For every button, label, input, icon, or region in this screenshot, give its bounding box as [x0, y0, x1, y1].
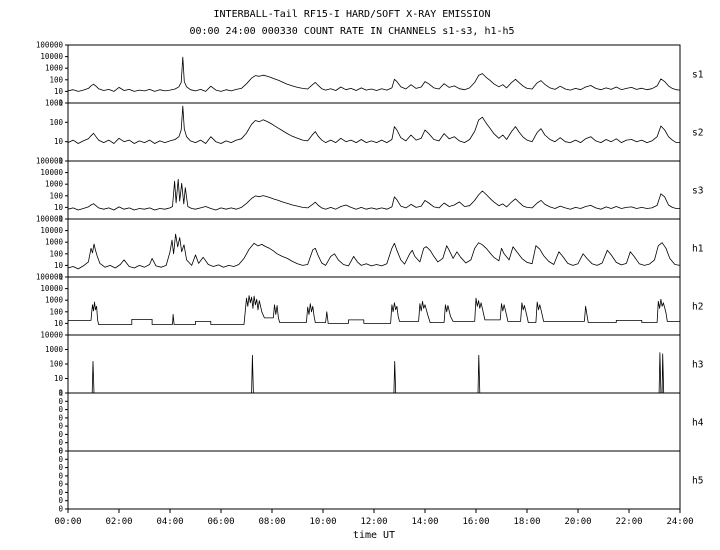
y-tick-label: 0 [58, 455, 63, 464]
y-tick-label: 10000 [40, 226, 63, 235]
y-tick-label: 10 [54, 137, 64, 146]
x-tick-label: 18:00 [513, 517, 540, 527]
x-tick-label: 00:00 [54, 517, 81, 527]
y-tick-label: 10 [54, 87, 64, 96]
y-tick-label: 10000 [40, 284, 63, 293]
panel-frame [67, 160, 681, 220]
panel-frame [67, 392, 681, 452]
panels-group: 110100100010000100000s11101001000s211010… [36, 41, 704, 514]
series-h2 [68, 295, 680, 325]
y-tick-label: 0 [58, 389, 63, 398]
y-tick-label: 1 [58, 273, 63, 282]
x-tick-label: 08:00 [258, 517, 285, 527]
y-tick-label: 100000 [36, 157, 64, 166]
x-tick-label: 22:00 [615, 517, 642, 527]
y-tick-label: 100000 [36, 273, 64, 282]
y-tick-label: 100 [49, 307, 63, 316]
y-tick-label: 1000 [45, 99, 64, 108]
y-tick-label: 10 [54, 203, 64, 212]
x-tick-label: 24:00 [666, 517, 693, 527]
y-tick-label: 0 [58, 430, 63, 439]
panel-label-h4: h4 [692, 418, 704, 429]
panel-label-h1: h1 [692, 244, 704, 255]
y-tick-label: 0 [58, 463, 63, 472]
x-tick-label: 10:00 [309, 517, 336, 527]
panel-h1: 1 10 100 1000 10000 100000 h1 [36, 215, 704, 282]
y-tick-label: 1000 [45, 180, 64, 189]
panel-label-h3: h3 [692, 360, 703, 371]
y-tick-label: 0 [58, 480, 63, 489]
y-tick-label: 100 [49, 191, 63, 200]
panel-frame [67, 450, 681, 510]
series-h1 [67, 233, 681, 270]
x-tick-label: 06:00 [207, 517, 234, 527]
y-tick-label: 1 [58, 157, 63, 166]
y-tick-label: 10 [54, 374, 64, 383]
panel-s2: 1 10 100 1000 s2 [45, 99, 704, 166]
y-tick-label: 0 [58, 438, 63, 447]
y-tick-label: 10000 [40, 168, 63, 177]
y-tick-label: 0 [58, 471, 63, 480]
x-axis-group: 00:00 02:00 04:00 06:00 08:00 10:00 12:00 14:00… [54, 509, 694, 527]
chart-title: INTERBALL-Tail RF15-I HARD/SOFT X-RAY EM… [214, 9, 491, 20]
x-tick-label: 20:00 [564, 517, 591, 527]
series-s1 [67, 56, 681, 92]
panel-frame [67, 276, 681, 336]
series-h3 [68, 352, 680, 394]
y-tick-label: 0 [58, 405, 63, 414]
panel-s3: 1 10 100 1000 10000 100000 s3 [36, 157, 704, 224]
y-tick-label: 10000 [40, 52, 63, 61]
y-tick-label: 100 [49, 360, 63, 369]
y-tick-label: 1000 [45, 345, 64, 354]
panel-h3: 1 10 100 1000 10000 h3 [40, 331, 703, 398]
y-tick-label: 0 [58, 496, 63, 505]
y-tick-label: 10 [54, 319, 64, 328]
y-tick-label: 0 [58, 413, 63, 422]
y-tick-label: 100 [49, 75, 63, 84]
y-tick-label: 100000 [36, 215, 64, 224]
panel-frame [67, 218, 681, 278]
y-tick-label: 0 [58, 488, 63, 497]
panel-frame [67, 102, 681, 162]
y-tick-label: 1 [58, 215, 63, 224]
panel-label-s1: s1 [692, 70, 704, 81]
y-tick-label: 100 [49, 249, 63, 258]
x-tick-label: 14:00 [411, 517, 438, 527]
y-tick-label: 1000 [45, 238, 64, 247]
panel-frame [67, 334, 681, 394]
y-tick-label: 0 [58, 422, 63, 431]
x-tick-label: 12:00 [360, 517, 387, 527]
panel-label-s3: s3 [692, 186, 703, 197]
y-tick-label: 0 [58, 447, 63, 456]
y-tick-label: 1 [58, 389, 63, 398]
series-s3 [67, 178, 680, 211]
panel-frame [67, 44, 681, 104]
y-tick-label: 0 [58, 397, 63, 406]
y-tick-label: 100000 [36, 41, 64, 50]
y-tick-label: 1000 [45, 296, 64, 305]
x-tick-label: 16:00 [462, 517, 489, 527]
panel-s1: 1 10 100 1000 10000 100000 s1 [36, 41, 704, 108]
chart-subtitle: 00:00 24:00 000330 COUNT RATE IN CHANNEL… [189, 26, 514, 37]
panel-label-h2: h2 [692, 302, 703, 313]
x-tick-label: 04:00 [156, 517, 183, 527]
y-tick-label: 0 [58, 447, 63, 456]
series-s2 [67, 105, 680, 144]
panel-h2: 10 100 1000 10000 100000 h2 [36, 273, 703, 336]
x-tick-label: 02:00 [105, 517, 132, 527]
y-tick-label: 0 [58, 505, 63, 514]
y-tick-label: 10000 [40, 331, 63, 340]
panel-label-s2: s2 [692, 128, 703, 139]
panel-label-h5: h5 [692, 476, 703, 487]
x-axis-title: time UT [353, 530, 395, 541]
y-tick-label: 1 [58, 99, 63, 108]
y-tick-label: 1000 [45, 64, 64, 73]
y-tick-label: 100 [49, 118, 63, 127]
y-tick-label: 10 [54, 261, 64, 270]
